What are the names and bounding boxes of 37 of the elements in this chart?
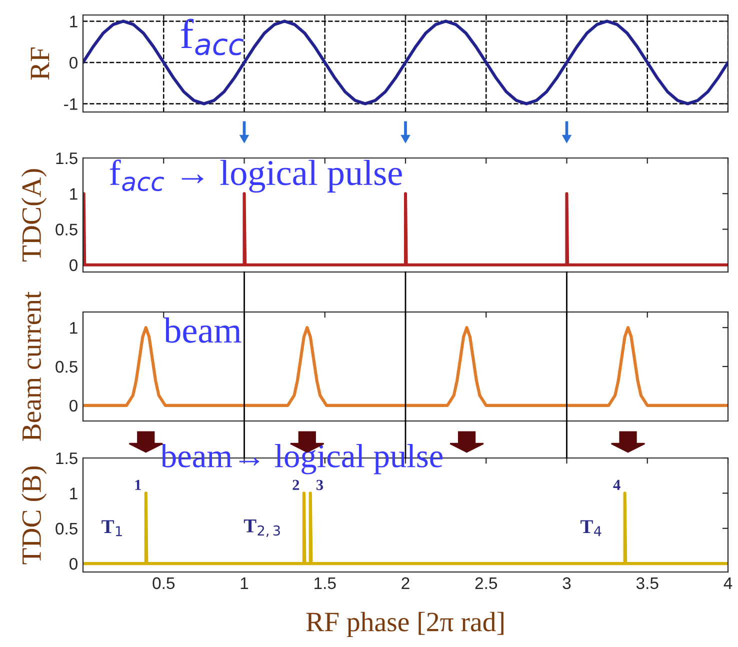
annotation: 1 [135, 480, 141, 490]
annotation: 4 [613, 480, 620, 490]
y-tick-label: 0.5 [56, 224, 78, 236]
y-tick-label: 0 [70, 259, 78, 272]
y-axis-title: Beam current [22, 291, 41, 441]
x-tick-label: 1 [240, 577, 248, 589]
annotation: T$_{2,3}$ [244, 520, 280, 538]
x-tick-label: 0.5 [152, 577, 175, 590]
annotation: f$_{acc}$ → logical pulse [110, 159, 402, 193]
y-axis-title: TDC(A) [21, 169, 47, 262]
x-tick-label: 2 [402, 577, 410, 589]
y-tick-label: -1 [64, 98, 78, 110]
y-tick-label: 0 [70, 558, 78, 570]
annotation: 2 [292, 480, 300, 490]
annotation: 3 [316, 480, 324, 490]
annotation: beam [164, 317, 242, 343]
x-tick-label: 1.5 [314, 577, 336, 590]
y-tick-label: 1 [70, 16, 78, 28]
y-axis-title: RF [30, 48, 50, 80]
y-tick-label: 1 [70, 488, 78, 500]
y-tick-label: 1.5 [56, 152, 78, 164]
x-tick-label: 4 [724, 577, 732, 589]
y-tick-label: 0 [70, 56, 78, 69]
y-tick-label: 0.5 [56, 360, 78, 373]
x-tick-label: 3 [562, 577, 571, 590]
y-tick-label: 1 [70, 322, 78, 334]
y-tick-label: 0.5 [56, 522, 78, 535]
x-tick-label: 3.5 [636, 577, 658, 590]
x-tick-label: 2.5 [475, 577, 498, 590]
x-axis-title: RF phase [2π rad] [306, 612, 504, 638]
y-tick-label: 1 [70, 188, 78, 200]
annotation: f$_{acc}$ [181, 18, 244, 56]
annotation: T$_{1}$ [102, 520, 122, 536]
annotation: T$_{4}$ [580, 520, 602, 536]
y-tick-label: 0 [70, 400, 78, 412]
y-axis-title: TDC (B) [21, 466, 47, 564]
y-tick-label: 1.5 [56, 452, 78, 464]
